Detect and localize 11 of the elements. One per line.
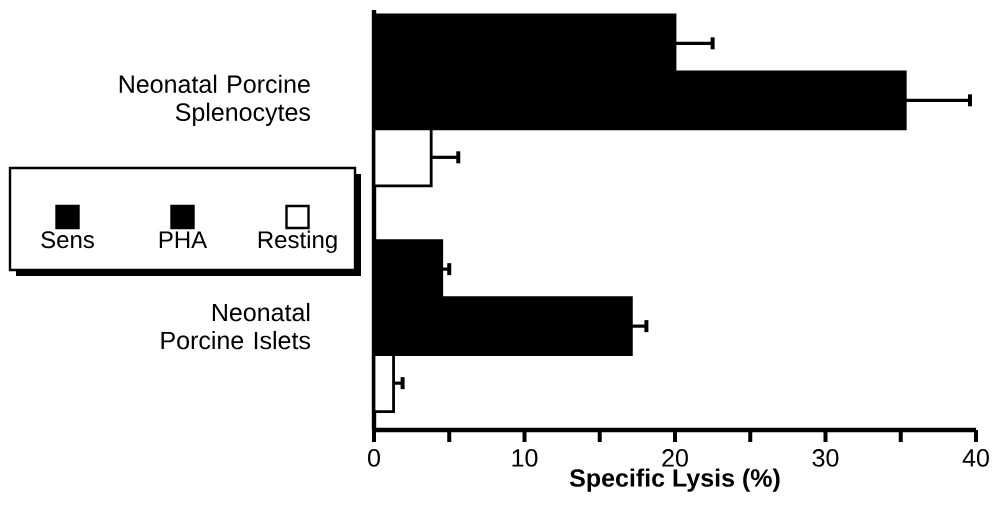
- y-tick-label: Neonatal Porcine Splenocytes: [119, 74, 311, 126]
- legend-label: Resting: [258, 230, 337, 253]
- x-tick-label: 30: [812, 449, 839, 467]
- x-tick-label: 40: [962, 449, 989, 467]
- legend-label: PHA: [159, 231, 208, 248]
- x-tick-label: 20: [662, 449, 688, 467]
- legend-label: Sens: [41, 231, 94, 249]
- y-tick-label: Neonatal Porcine Islets: [161, 302, 311, 350]
- x-tick-label: 0: [368, 449, 380, 467]
- x-tick-label: 10: [512, 449, 538, 467]
- x-axis-title: Specific Lysis (%): [569, 468, 780, 492]
